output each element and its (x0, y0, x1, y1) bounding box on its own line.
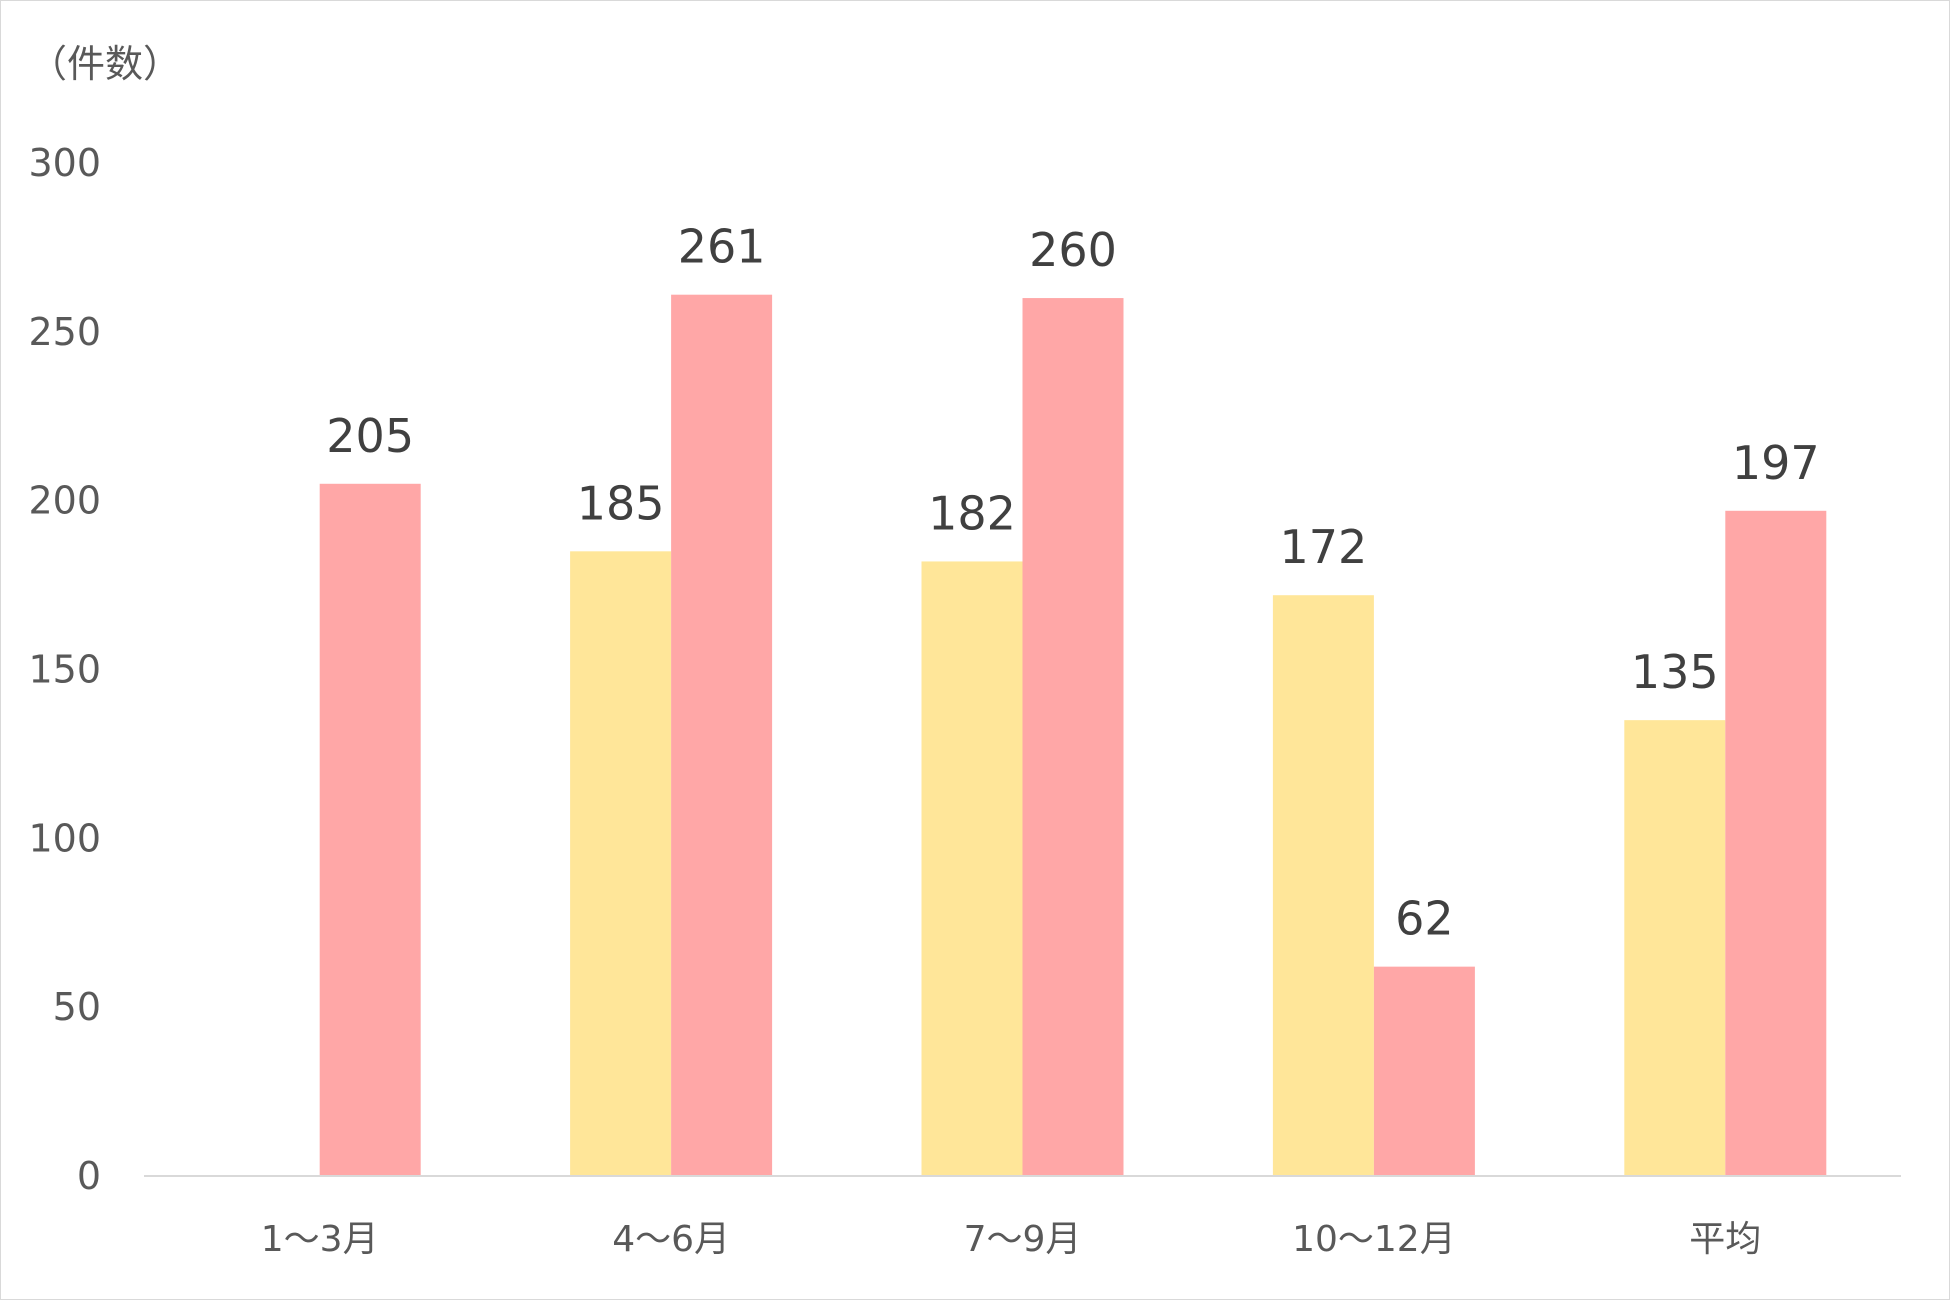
data-label: 260 (1029, 223, 1117, 277)
y-tick-label: 50 (53, 985, 101, 1029)
y-tick-label: 250 (28, 310, 101, 354)
x-category-label: 平均 (1689, 1219, 1761, 1260)
y-tick-label: 200 (28, 479, 101, 523)
y-tick-label: 0 (77, 1154, 101, 1198)
bar-series-2 (319, 483, 421, 1176)
data-label: 182 (928, 486, 1016, 540)
bar-series-1 (921, 561, 1023, 1176)
bar-series-2 (1373, 966, 1475, 1176)
data-label: 172 (1279, 520, 1367, 574)
bar-series-2 (1725, 510, 1827, 1177)
data-label: 197 (1732, 436, 1820, 490)
data-label: 261 (678, 220, 766, 274)
y-axis-unit-label: （件数） (29, 42, 182, 86)
data-label: 205 (326, 409, 414, 463)
bar-series-1 (570, 551, 672, 1176)
bar-series-1 (1624, 720, 1726, 1176)
y-tick-label: 300 (28, 141, 101, 185)
y-tick-label: 150 (28, 648, 101, 692)
x-category-label: 4～6月 (612, 1219, 730, 1260)
bar-series-2 (671, 294, 773, 1176)
bar-series-2 (1022, 298, 1124, 1177)
data-label: 135 (1631, 645, 1719, 699)
data-label: 62 (1395, 892, 1454, 946)
y-tick-label: 100 (28, 816, 101, 860)
data-label: 185 (577, 476, 665, 530)
x-category-label: 1～3月 (261, 1219, 379, 1260)
x-category-label: 7～9月 (964, 1219, 1082, 1260)
bar-series-1 (1272, 595, 1374, 1176)
x-category-label: 10～12月 (1292, 1219, 1456, 1260)
